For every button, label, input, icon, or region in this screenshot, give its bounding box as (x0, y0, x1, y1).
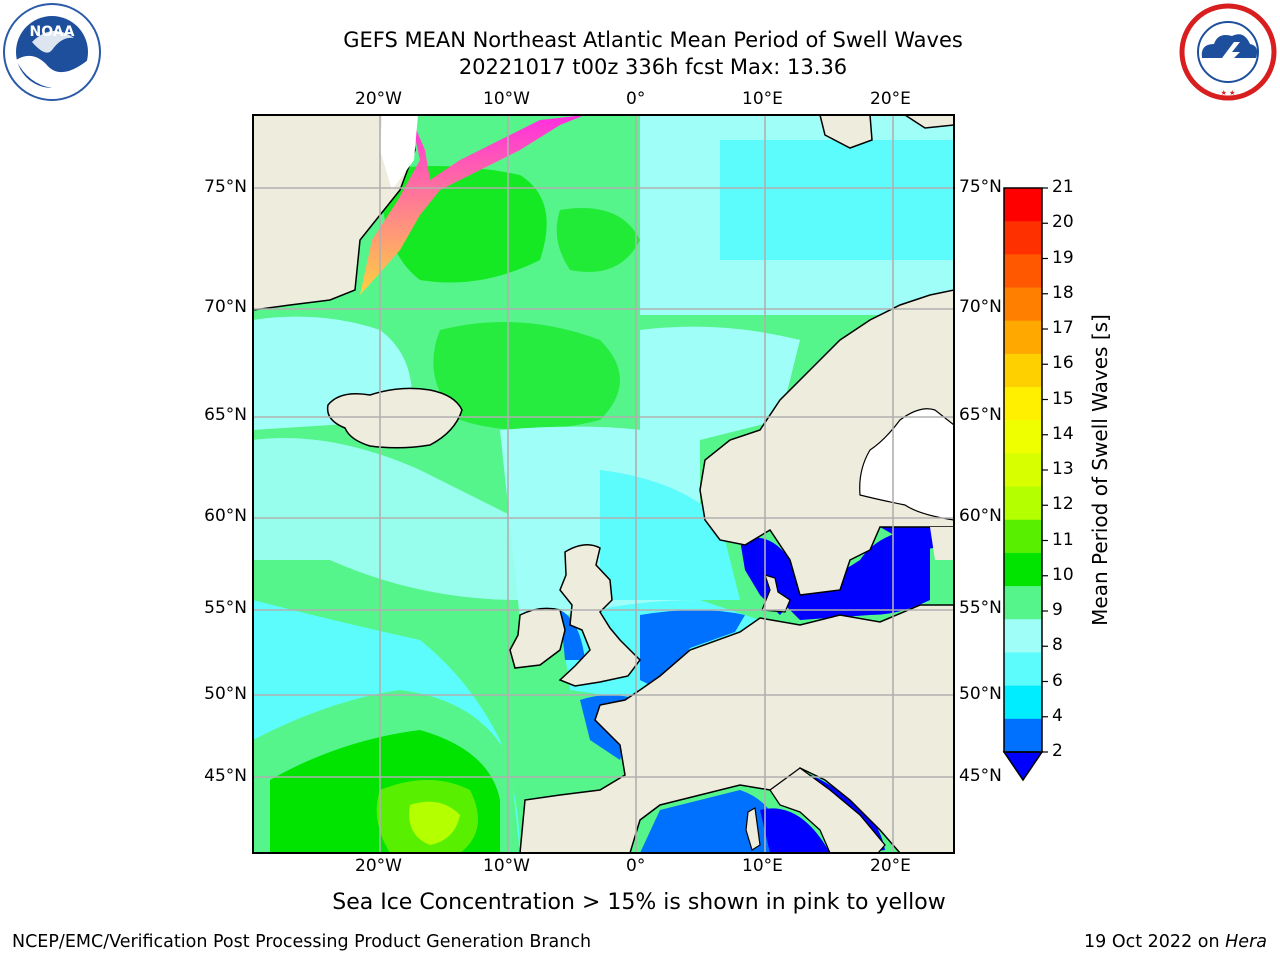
colorbar-segment (1004, 320, 1042, 355)
chart-subtitle: 20221017 t00z 336h fcst Max: 13.36 (458, 55, 848, 79)
lat-tick-left: 70°N (204, 297, 247, 317)
lat-tick-right: 45°N (959, 766, 1002, 786)
footer-date: 19 Oct 2022 on Hera (1084, 932, 1267, 952)
lat-tick-left: 65°N (204, 405, 247, 425)
footer-credit: NCEP/EMC/Verification Post Processing Pr… (12, 932, 592, 952)
colorbar-tick-label: 6 (1052, 670, 1063, 691)
colorbar-segment (1004, 685, 1042, 720)
lat-tick-right: 55°N (959, 598, 1002, 618)
colorbar-segment (1004, 552, 1042, 587)
caption: Sea Ice Concentration > 15% is shown in … (332, 890, 946, 915)
colorbar-tick-label: 20 (1052, 212, 1074, 233)
colorbar-tick-label: 10 (1052, 564, 1074, 585)
lon-tick-bottom: 20°E (870, 856, 911, 876)
lon-tick-top: 10°W (483, 89, 530, 109)
colorbar-tick-label: 11 (1052, 529, 1074, 550)
colorbar-tick-label: 18 (1052, 282, 1074, 303)
colorbar-tick-label: 16 (1052, 353, 1074, 374)
colorbar-segment (1004, 188, 1042, 222)
lat-tick-left: 60°N (204, 506, 247, 526)
noaa-logo-text: NOAA (30, 24, 75, 40)
colorbar-segment (1004, 586, 1042, 620)
colorbar-segment (1004, 652, 1042, 687)
lon-tick-top: 10°E (742, 89, 783, 109)
colorbar-segment (1004, 353, 1042, 388)
colorbar-tick-label: 13 (1052, 459, 1074, 479)
graticule (253, 115, 954, 853)
lat-tick-right: 70°N (959, 297, 1002, 317)
lat-tick-right: 75°N (959, 177, 1002, 197)
colorbar-tick-label: 9 (1052, 600, 1063, 620)
lon-tick-top: 20°W (355, 89, 402, 109)
colorbar-segment (1004, 619, 1042, 654)
colorbar-label: Mean Period of Swell Waves [s] (1088, 314, 1112, 626)
colorbar-tick-label: 4 (1052, 705, 1063, 726)
lat-tick-left: 45°N (204, 766, 247, 786)
lon-tick-top: 20°E (870, 89, 911, 109)
nws-logo: ★ ★ (1178, 2, 1278, 102)
chart-title: GEFS MEAN Northeast Atlantic Mean Period… (343, 28, 963, 52)
colorbar-tick-label: 19 (1052, 247, 1074, 268)
map-field (253, 115, 954, 853)
colorbar-tick-label: 21 (1052, 177, 1074, 197)
colorbar-segment (1004, 453, 1042, 488)
colorbar-tick-label: 12 (1052, 494, 1074, 515)
noaa-logo: NOAA (2, 2, 102, 102)
colorbar-segment (1004, 420, 1042, 455)
colorbar-segment (1004, 254, 1042, 289)
lat-tick-right: 60°N (959, 506, 1002, 526)
lon-tick-bottom: 0° (626, 856, 646, 876)
footer-host: Hera (1225, 932, 1267, 952)
colorbar-tick-label: 15 (1052, 388, 1074, 409)
lon-tick-bottom: 20°W (355, 856, 402, 876)
colorbar-segment (1004, 287, 1042, 322)
colorbar-segment (1004, 221, 1042, 255)
map-frame (252, 114, 955, 854)
lon-tick-bottom: 10°E (742, 856, 783, 876)
colorbar-segment (1004, 718, 1042, 753)
lat-tick-left: 55°N (204, 598, 247, 618)
lat-tick-left: 75°N (204, 177, 247, 197)
lon-tick-top: 0° (626, 89, 646, 109)
colorbar-tick-label: 17 (1052, 318, 1074, 338)
svg-text:★ ★: ★ ★ (1221, 89, 1236, 97)
lat-tick-left: 50°N (204, 684, 247, 704)
colorbar-tick-label: 14 (1052, 423, 1074, 444)
footer-date-text: 19 Oct 2022 on (1084, 932, 1226, 952)
colorbar-tick-label: 8 (1052, 635, 1063, 656)
lat-tick-right: 50°N (959, 684, 1002, 704)
colorbar-segment (1004, 387, 1042, 421)
colorbar (1002, 187, 1048, 782)
colorbar-tick-label: 2 (1052, 741, 1063, 761)
lat-tick-right: 65°N (959, 405, 1002, 425)
colorbar-extend-triangle (1002, 751, 1044, 782)
colorbar-segment (1004, 486, 1042, 521)
colorbar-segment (1004, 519, 1042, 554)
lon-tick-bottom: 10°W (483, 856, 530, 876)
